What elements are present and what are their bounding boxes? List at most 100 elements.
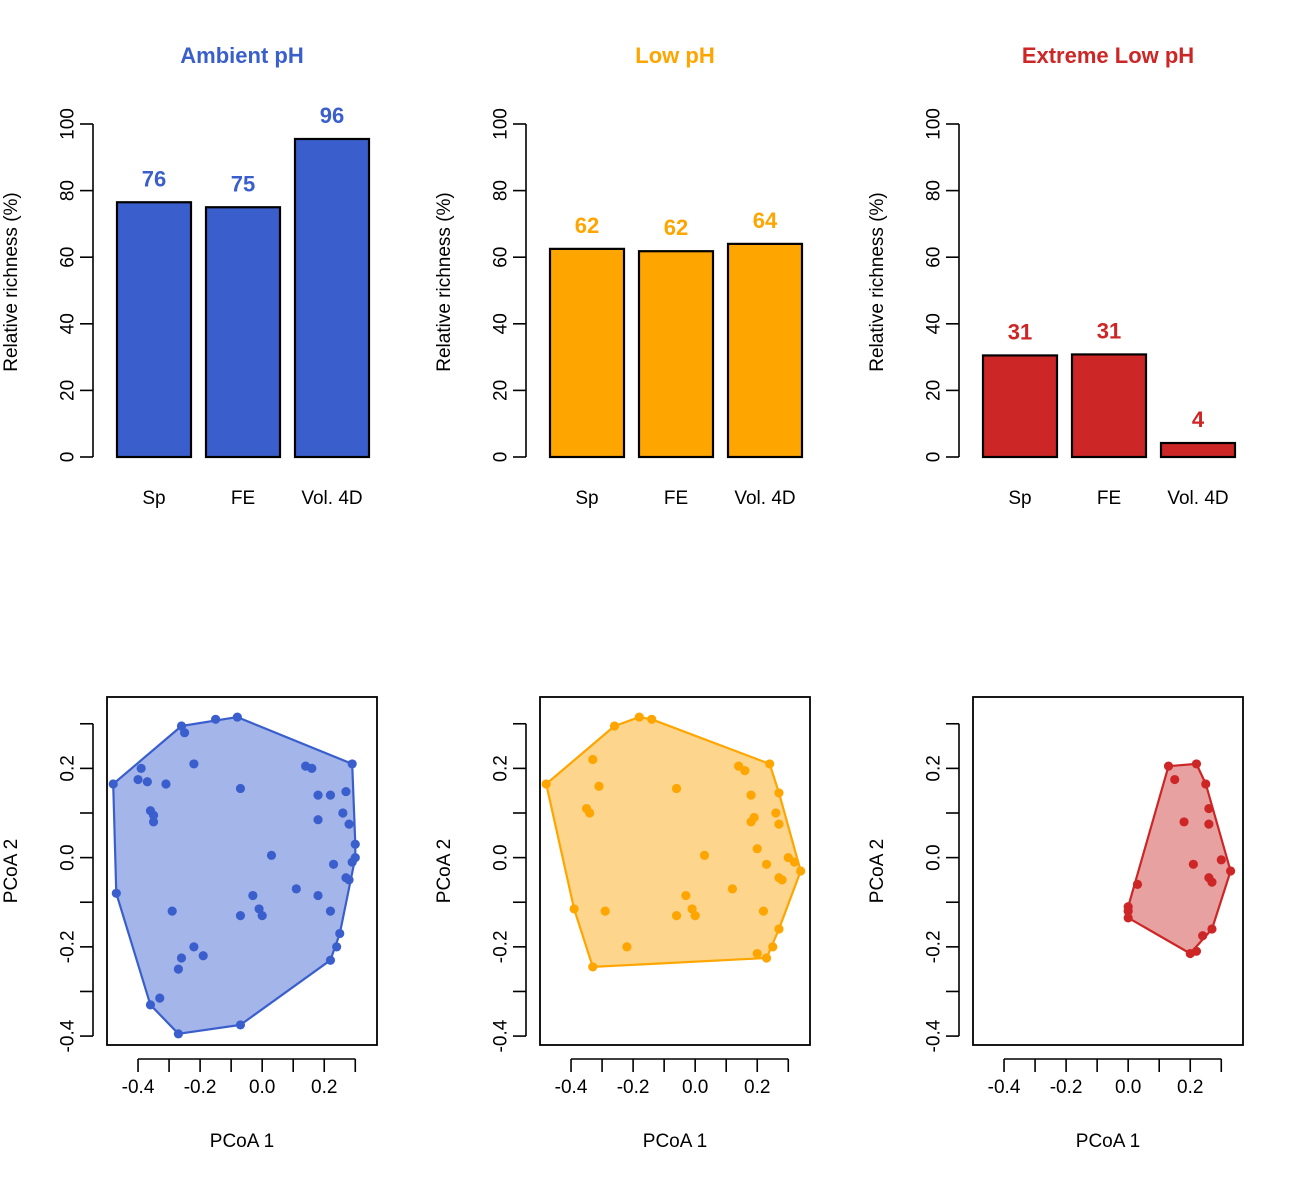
data-point (1225, 866, 1236, 876)
convex-hull (1127, 762, 1232, 955)
data-point (1123, 913, 1133, 923)
data-point (671, 911, 682, 921)
x-tick-label: -0.4 (988, 1077, 1021, 1098)
data-point (585, 808, 595, 818)
data-point (1216, 855, 1226, 865)
data-point (771, 808, 781, 818)
y-axis-label: Relative richness (%) (434, 192, 455, 372)
bar-fe (1070, 353, 1148, 459)
x-category-label: Vol. 4D (734, 488, 795, 509)
x-category-label: FE (664, 488, 688, 509)
data-point (133, 774, 143, 785)
y-tick-label: -0.4 (491, 1019, 512, 1052)
data-point (344, 819, 354, 829)
y-tick-label: 0 (924, 452, 945, 463)
data-point (671, 783, 682, 794)
bar-vol-4d (293, 137, 371, 459)
data-point (690, 911, 700, 921)
data-point (332, 942, 342, 952)
data-point (235, 783, 246, 794)
data-point (768, 942, 778, 952)
data-point (313, 790, 323, 800)
y-tick-label: 60 (924, 247, 945, 268)
data-point (1201, 779, 1211, 789)
x-tick-label: 0.2 (1177, 1077, 1203, 1098)
x-category-label: FE (231, 488, 255, 509)
data-point (1179, 817, 1189, 827)
y-tick-label: 0.2 (58, 755, 79, 781)
bar-fe (204, 206, 282, 459)
data-point (588, 962, 598, 972)
bar-panel-2: Low pH 0 20 40 60 80 100 Relative richness (%) 6… (434, 43, 804, 509)
bar-sp (115, 201, 193, 459)
data-point (335, 928, 345, 939)
bar-value-label: 96 (320, 103, 344, 128)
bar-value-label: 62 (575, 213, 599, 238)
y-tick-label: 0 (58, 452, 79, 463)
data-point (108, 779, 118, 789)
data-point (167, 906, 177, 916)
data-point (347, 759, 357, 769)
bar-fe (637, 250, 715, 459)
y-tick-label: 40 (491, 313, 512, 334)
data-point (774, 819, 784, 829)
data-point (746, 790, 756, 800)
y-axis-label: PCoA 2 (867, 839, 888, 903)
panel-title: Ambient pH (180, 43, 303, 68)
plot-frame (539, 696, 811, 1046)
data-point (1207, 924, 1217, 934)
data-point (588, 754, 598, 765)
data-point (1123, 906, 1133, 916)
data-point (749, 812, 759, 823)
data-point (145, 1000, 156, 1010)
x-tick-label: -0.2 (1050, 1077, 1083, 1098)
data-point (338, 808, 348, 818)
x-category-label: FE (1097, 488, 1121, 509)
data-point (789, 857, 800, 867)
data-point (307, 763, 317, 773)
data-point (176, 953, 187, 963)
data-point (541, 779, 551, 789)
x-tick-label: -0.2 (184, 1077, 217, 1098)
y-tick-label: -0.4 (58, 1019, 79, 1052)
data-point (765, 759, 775, 769)
data-point (189, 942, 199, 952)
y-tick-label: 40 (924, 313, 945, 334)
bar-value-label: 62 (664, 215, 688, 240)
x-category-label: Sp (1008, 488, 1031, 509)
data-point (1207, 877, 1217, 887)
convex-hull (545, 715, 802, 969)
data-point (325, 955, 336, 965)
x-tick-label: -0.4 (122, 1077, 155, 1098)
x-axis-label: PCoA 1 (210, 1131, 274, 1152)
data-point (136, 763, 146, 773)
data-point (179, 728, 190, 738)
panel-title: Extreme Low pH (1022, 43, 1194, 68)
data-point (740, 766, 750, 776)
bar-panel-1: Ambient pH 0 20 40 60 80 100 Relative richness … (1, 43, 371, 509)
x-tick-label: 0.0 (682, 1077, 708, 1098)
data-point (341, 786, 351, 797)
data-point (777, 875, 787, 885)
data-point (198, 951, 208, 961)
x-category-label: Sp (142, 488, 165, 509)
x-axis-label: PCoA 1 (1076, 1131, 1140, 1152)
y-tick-label: 0.2 (491, 755, 512, 781)
x-tick-label: 0.0 (1115, 1077, 1141, 1098)
bar-vol-4d (726, 242, 804, 459)
y-tick-label: 60 (491, 247, 512, 268)
bar-value-label: 64 (753, 208, 778, 233)
data-point (609, 721, 620, 731)
data-point (313, 815, 323, 825)
data-point (189, 759, 199, 769)
data-point (699, 850, 710, 860)
data-point (1198, 931, 1208, 941)
data-point (796, 866, 806, 876)
data-point (344, 875, 354, 885)
data-point (142, 777, 152, 787)
data-point (752, 844, 762, 854)
data-point (1163, 761, 1174, 771)
data-point (173, 1029, 183, 1039)
data-point (1170, 774, 1180, 785)
